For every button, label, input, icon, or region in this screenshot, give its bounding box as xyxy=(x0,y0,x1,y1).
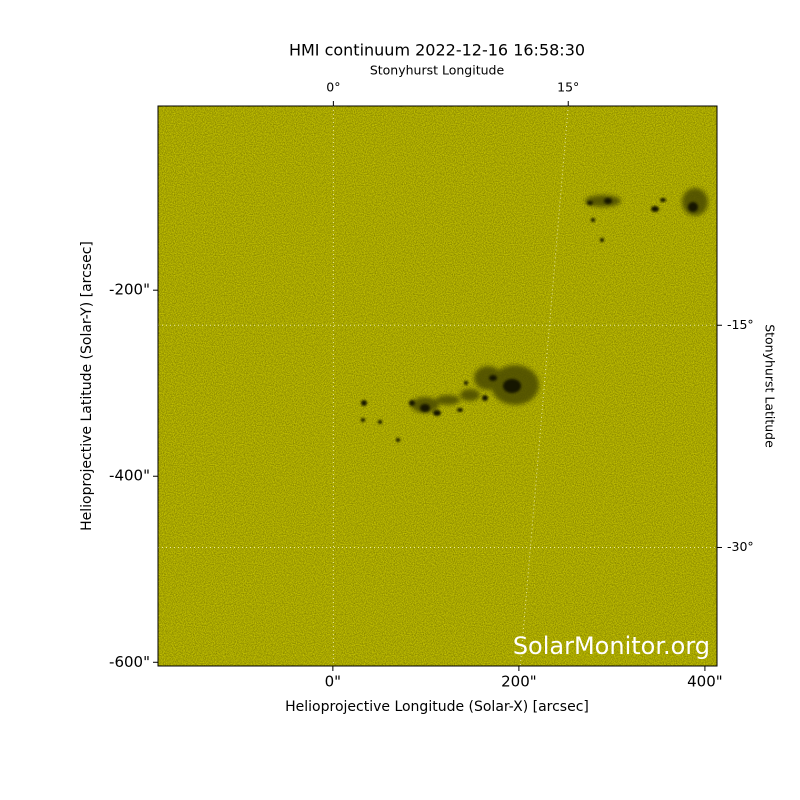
y-tick-label: -600" xyxy=(109,653,150,671)
chart-title: HMI continuum 2022-12-16 16:58:30 xyxy=(289,41,585,60)
watermark: SolarMonitor.org xyxy=(513,632,710,660)
x2-axis-label: Stonyhurst Longitude xyxy=(370,63,505,78)
x2-tick-label: 15° xyxy=(557,80,579,95)
y-axis-label: Helioprojective Latitude (Solar-Y) [arcs… xyxy=(79,241,95,531)
sunspots xyxy=(361,188,708,442)
x-tick-label: 0" xyxy=(325,673,341,691)
image-noise xyxy=(158,106,717,666)
y-tick-label: -400" xyxy=(109,467,150,485)
y2-axis-label: Stonyhurst Latitude xyxy=(763,324,778,448)
x-tick-label: 200" xyxy=(501,673,537,691)
x-axis-label: Helioprojective Longitude (Solar-X) [arc… xyxy=(285,699,589,715)
x-tick-label: 400" xyxy=(687,673,723,691)
grid xyxy=(158,106,717,666)
plot-area xyxy=(158,106,717,666)
grid-line xyxy=(519,106,569,666)
y2-tick-label: -15° xyxy=(727,317,754,332)
y2-tick-label: -30° xyxy=(727,539,754,554)
y-tick-label: -200" xyxy=(109,281,150,299)
plot-frame xyxy=(157,105,718,667)
x2-tick-label: 0° xyxy=(326,80,340,95)
